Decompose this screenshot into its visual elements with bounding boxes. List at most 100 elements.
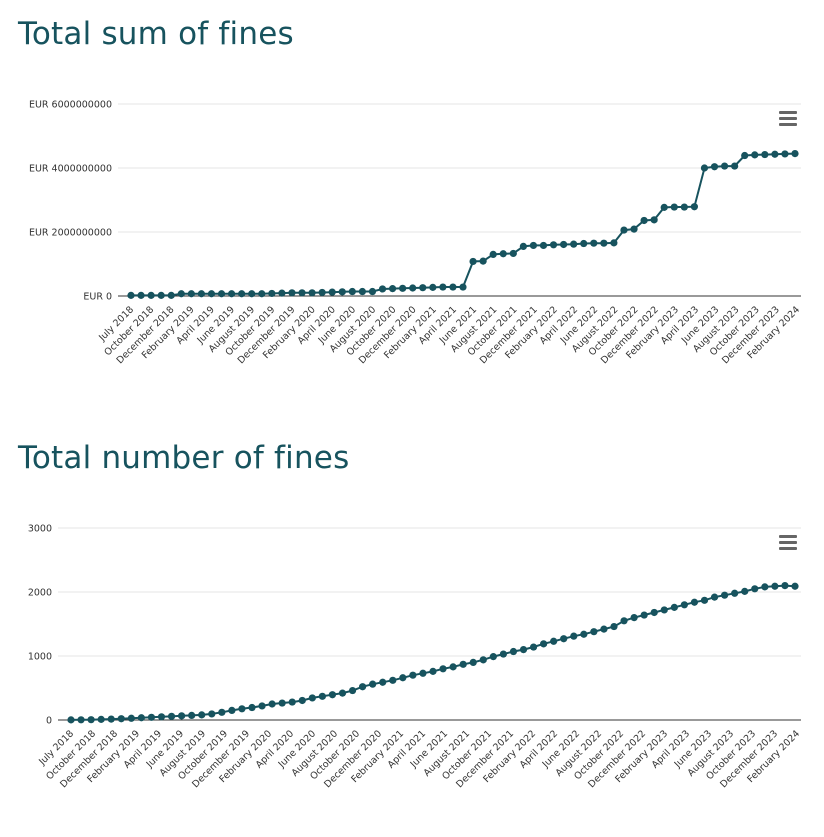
data-point — [580, 239, 588, 248]
data-point — [378, 285, 387, 293]
data-point — [479, 257, 487, 265]
data-point — [419, 284, 427, 292]
data-point — [338, 689, 347, 697]
data-point — [268, 700, 276, 708]
data-point — [781, 150, 789, 158]
data-point — [298, 289, 306, 297]
data-point — [238, 705, 246, 713]
data-point — [288, 698, 296, 706]
data-point — [147, 713, 156, 721]
data-point — [781, 582, 789, 590]
series-line — [131, 152, 796, 297]
data-point — [550, 637, 558, 645]
data-point — [761, 583, 769, 591]
data-point — [389, 676, 397, 684]
data-point — [731, 162, 739, 170]
sum-of-fines-section: Total sum of fines EUR 0 EUR 2000000000 EU… — [18, 16, 802, 367]
data-point — [429, 667, 437, 675]
data-point — [288, 289, 296, 297]
data-point — [399, 674, 407, 682]
data-point — [539, 241, 548, 250]
data-point — [218, 708, 226, 716]
data-point — [529, 643, 538, 651]
data-point — [298, 696, 306, 705]
data-point — [439, 283, 447, 291]
data-point — [228, 706, 236, 714]
data-point — [509, 249, 517, 258]
data-point — [328, 288, 336, 296]
data-point — [368, 287, 377, 296]
y-tick-label: 2000 — [28, 588, 52, 599]
data-point — [519, 242, 527, 250]
data-point — [409, 671, 417, 679]
data-point — [630, 225, 638, 233]
y-tick-label: EUR 2000000000 — [29, 228, 112, 239]
data-point — [459, 283, 467, 291]
data-point — [127, 291, 135, 299]
data-point — [731, 589, 739, 597]
data-point — [620, 226, 628, 234]
count-chart-title: Total number of fines — [18, 440, 350, 476]
data-point — [178, 712, 186, 720]
data-point — [529, 241, 538, 250]
data-point — [338, 288, 346, 296]
data-point — [157, 291, 165, 299]
data-point — [751, 585, 759, 593]
data-point — [97, 715, 105, 723]
sum-chart-menu-button[interactable] — [779, 111, 797, 127]
data-point — [690, 203, 698, 211]
data-point — [700, 596, 709, 604]
data-point — [570, 240, 578, 248]
data-point — [680, 203, 688, 211]
data-point — [197, 290, 206, 298]
data-point — [741, 151, 749, 160]
data-point — [77, 716, 85, 724]
data-point — [620, 617, 628, 625]
data-point — [640, 611, 648, 619]
data-point — [560, 635, 568, 643]
data-point — [570, 632, 578, 640]
data-point — [600, 239, 608, 247]
count-chart-menu-button[interactable] — [779, 535, 797, 551]
data-point — [489, 653, 497, 661]
data-point — [198, 711, 206, 719]
data-point — [167, 291, 175, 299]
data-point — [188, 711, 196, 719]
data-point — [479, 656, 487, 664]
data-point — [449, 283, 457, 291]
data-point — [258, 290, 266, 298]
data-point — [650, 216, 658, 224]
data-point — [499, 250, 507, 258]
data-point — [700, 164, 709, 172]
sum-chart: EUR 0 EUR 2000000000 EUR 4000000000 EUR 600… — [29, 100, 802, 367]
data-point — [670, 603, 678, 611]
data-point — [248, 290, 256, 298]
data-point — [489, 250, 497, 258]
data-point — [278, 699, 286, 707]
data-point — [429, 283, 437, 291]
data-point — [670, 203, 678, 211]
data-point — [610, 239, 618, 247]
data-point — [107, 715, 115, 723]
data-point — [399, 284, 407, 292]
data-point — [187, 290, 195, 298]
data-point — [469, 257, 477, 266]
data-point — [650, 608, 658, 617]
data-point — [137, 291, 145, 299]
data-point — [721, 591, 729, 599]
data-point — [640, 216, 648, 225]
data-point — [449, 663, 457, 671]
data-point — [580, 630, 588, 638]
data-point — [348, 686, 357, 695]
data-point — [771, 150, 779, 158]
data-point — [660, 606, 668, 614]
data-point — [459, 660, 467, 668]
sum-chart-title: Total sum of fines — [18, 16, 294, 52]
data-point — [409, 284, 417, 292]
y-tick-label: EUR 4000000000 — [29, 164, 112, 175]
data-point — [761, 150, 769, 159]
data-point — [217, 290, 226, 298]
data-point — [439, 665, 447, 673]
hamburger-menu-icon — [779, 111, 797, 114]
data-point — [680, 601, 688, 609]
